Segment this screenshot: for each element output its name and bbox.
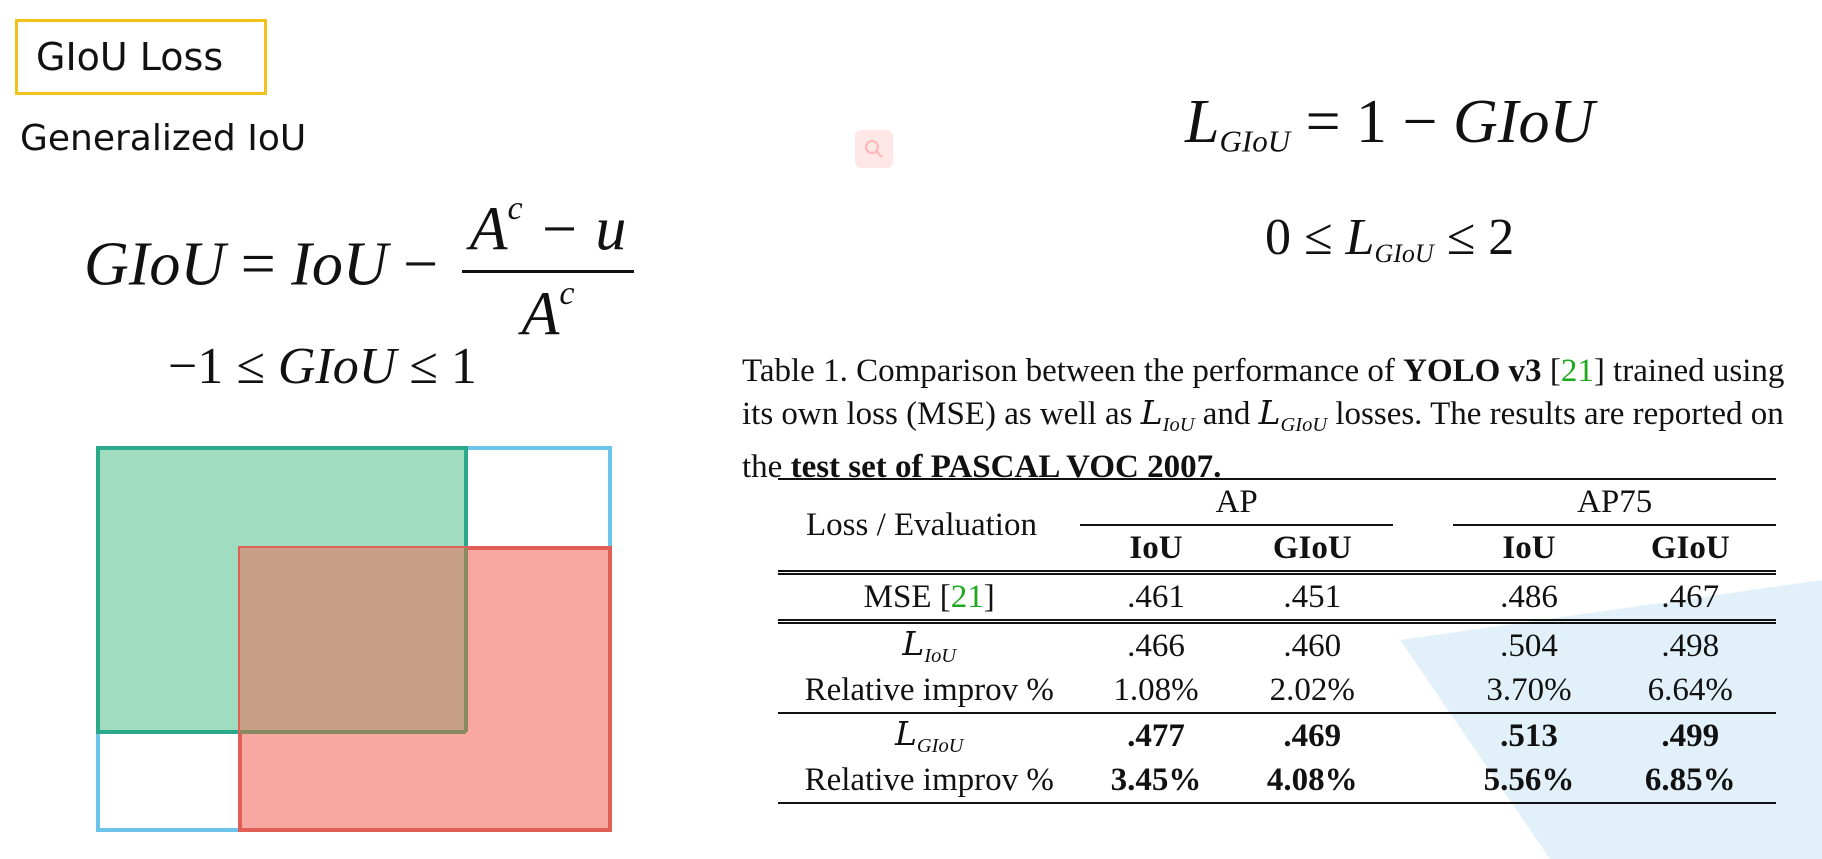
iou-term: IoU — [291, 230, 388, 299]
giou-formula: GIoU = IoU − Ac − u Ac — [84, 190, 635, 350]
row-label: LGIoU — [894, 714, 964, 758]
table-row: Relative improv % 3.45% 4.08% 5.56% 6.85… — [778, 758, 1776, 804]
table-cell: .499 — [1661, 717, 1720, 754]
slide-title: GIoU Loss — [36, 35, 224, 79]
bbox-overlap-diagram — [96, 446, 612, 832]
fraction: Ac − u Ac — [461, 190, 635, 350]
table-cell: .460 — [1283, 627, 1342, 664]
table-cell: .451 — [1283, 578, 1342, 615]
table-caption: Table 1. Comparison between the performa… — [742, 353, 1785, 486]
header-ap-giou: GIoU — [1272, 529, 1352, 566]
intersection-area — [240, 548, 466, 732]
table-cell: 1.08% — [1113, 671, 1199, 708]
table-cell: 6.64% — [1647, 671, 1733, 708]
table-cell: .467 — [1661, 578, 1720, 615]
table-cell: .486 — [1500, 578, 1558, 615]
minus-sign: − — [403, 230, 439, 299]
table-cell: 4.08% — [1266, 761, 1358, 798]
header-ap-iou: IoU — [1129, 529, 1183, 566]
table-cell: .498 — [1661, 627, 1720, 664]
table-cell: 2.02% — [1269, 671, 1355, 708]
equals-sign: = — [240, 230, 276, 299]
giou-lhs: GIoU — [84, 230, 226, 299]
table-cell: .504 — [1500, 627, 1558, 664]
table-row: MSE [21] .461 .451 .486 .467 — [778, 572, 1776, 622]
table-cell: .469 — [1283, 717, 1342, 754]
table-cell: 5.56% — [1483, 761, 1575, 798]
header-ap: AP — [1080, 479, 1393, 526]
table-cell: 6.85% — [1644, 761, 1736, 798]
header-loss-eval: Loss / Evaluation — [806, 506, 1037, 543]
table-cell: .477 — [1127, 717, 1185, 754]
table-cell: 3.70% — [1486, 671, 1572, 708]
loss-range-formula: 0 ≤ LGIoU ≤ 2 — [1265, 209, 1515, 268]
row-label: MSE [21] — [863, 578, 995, 615]
table-row: LIoU .466 .460 .504 .498 — [778, 621, 1776, 669]
results-table: Loss / Evaluation AP AP75 IoU GIoU IoU G… — [778, 478, 1776, 804]
magnifier-icon[interactable] — [855, 130, 893, 168]
table-cell: .513 — [1500, 717, 1558, 754]
fraction-numerator: Ac − u — [461, 190, 635, 273]
table-cell: .466 — [1127, 627, 1185, 664]
giou-loss-formula: LGIoU = 1 − GIoU — [1185, 88, 1595, 159]
watermark-shape — [1400, 580, 1822, 859]
row-label: LIoU — [902, 624, 957, 668]
table-cell: .461 — [1127, 578, 1185, 615]
row-label: Relative improv % — [804, 671, 1054, 708]
table-row: Relative improv % 1.08% 2.02% 3.70% 6.64… — [778, 668, 1776, 713]
row-label: Relative improv % — [804, 761, 1054, 798]
slide-subtitle: Generalized IoU — [20, 118, 307, 159]
table-cell: 3.45% — [1110, 761, 1202, 798]
fraction-denominator: Ac — [521, 274, 575, 349]
header-ap75: AP75 — [1453, 479, 1776, 526]
table-row: LGIoU .477 .469 .513 .499 — [778, 713, 1776, 758]
giou-range-formula: −1 ≤ GIoU ≤ 1 — [168, 338, 477, 395]
header-ap75-iou: IoU — [1502, 529, 1556, 566]
header-ap75-giou: GIoU — [1650, 529, 1730, 566]
slide-title-box: GIoU Loss — [15, 19, 267, 95]
